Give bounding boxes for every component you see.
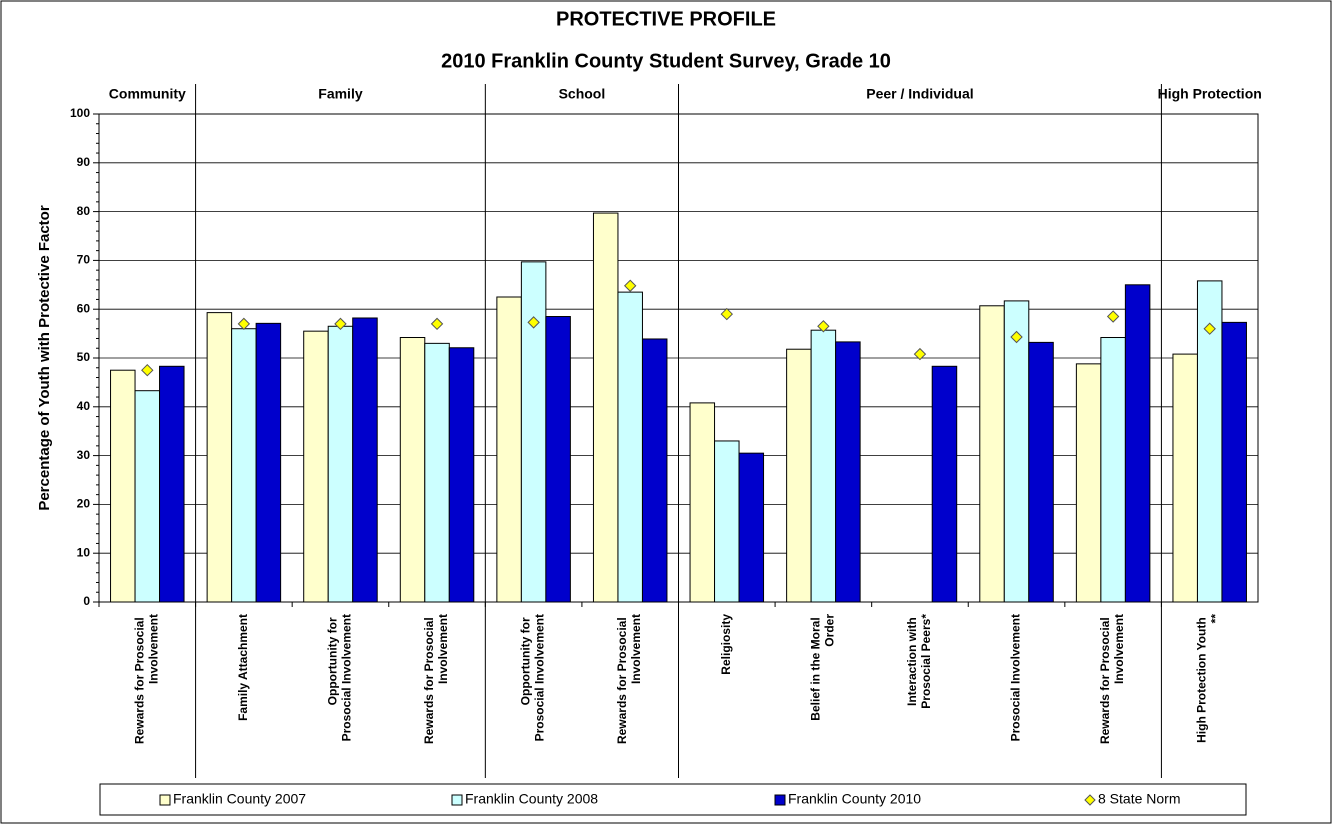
marker [1106,310,1120,323]
y-tick-label: 80 [77,204,91,218]
bar [496,296,522,603]
y-tick-label: 70 [77,253,91,267]
bar [592,212,619,603]
legend-label: Franklin County 2008 [465,791,598,807]
bar [1003,300,1030,603]
marker [141,363,154,377]
y-tick-label: 50 [77,350,91,364]
marker [817,320,830,333]
legend-swatch [774,794,786,806]
bar [1100,337,1126,603]
legend-swatch [159,794,171,806]
group-label: School [559,86,606,102]
bar [714,440,740,603]
x-tick-label: Family Attachment [236,614,250,721]
legend-label: 8 State Norm [1098,791,1180,807]
y-tick-label: 0 [83,594,90,608]
x-tick-label: Prosocial Involvement [1009,614,1023,741]
bar [545,316,571,603]
y-tick-label: 30 [77,448,91,462]
x-tick-label: Interaction with Prosocial Peers* [905,614,933,709]
bar [810,329,837,603]
x-tick-label: Religiosity [719,614,733,675]
group-label: Family [318,86,363,102]
y-axis-label: Percentage of Youth with Protective Fact… [36,205,53,511]
group-label: Peer / Individual [866,86,973,102]
legend-box [99,783,1247,816]
x-tick-label: Rewards for Prosocial Involvement [615,614,643,744]
y-tick-label: 100 [70,106,90,120]
x-tick-label: Opportunity for Prosocial Involvement [326,614,354,741]
marker [720,307,733,321]
chart-title: PROTECTIVE PROFILE [556,8,776,30]
marker [430,317,444,331]
x-tick-label: Belief in the Moral Order [809,614,837,721]
bar [303,330,329,603]
bar [255,322,282,603]
x-tick-label: Rewards for Prosocial Involvement [1098,614,1126,744]
bar [327,325,354,603]
legend-swatch [451,794,463,806]
bar [931,365,958,603]
bar [641,338,668,603]
y-tick-label: 20 [77,497,91,511]
bar [448,347,475,603]
legend-label: Franklin County 2007 [173,791,306,807]
bar [1075,363,1102,603]
bar [159,365,185,603]
bar [1221,321,1247,603]
bar [1172,353,1198,603]
bar [424,342,450,603]
x-tick-label: High Protection Youth ** [1195,614,1223,743]
bar [617,291,643,603]
legend-swatch [1084,794,1096,806]
marker [1203,322,1216,335]
marker [334,317,347,331]
y-tick-label: 10 [77,545,91,559]
bar [231,328,257,603]
bar [979,305,1005,603]
marker [1010,330,1023,344]
bar [110,369,136,603]
marker [624,279,637,292]
marker [527,316,540,329]
marker [237,317,251,331]
bar [206,312,233,603]
bar [352,317,378,603]
x-tick-label: Rewards for Prosocial Involvement [422,614,450,744]
group-label: Community [109,86,186,102]
chart-subtitle: 2010 Franklin County Student Survey, Gra… [441,50,891,72]
bar [1124,284,1151,603]
bar [1028,341,1054,603]
group-label: High Protection [1158,86,1262,102]
bar [738,452,765,603]
legend-label: Franklin County 2010 [788,791,921,807]
bar [786,348,812,603]
x-tick-label: Rewards for Prosocial Involvement [132,614,160,744]
bar [689,402,716,603]
bar [520,261,547,603]
y-tick-label: 90 [77,155,91,169]
bar [835,341,861,603]
bar [399,337,426,603]
x-tick-label: Opportunity for Prosocial Involvement [519,614,547,741]
bar [134,390,161,603]
marker [913,347,927,361]
y-tick-label: 40 [77,399,91,413]
y-tick-label: 60 [77,301,91,315]
